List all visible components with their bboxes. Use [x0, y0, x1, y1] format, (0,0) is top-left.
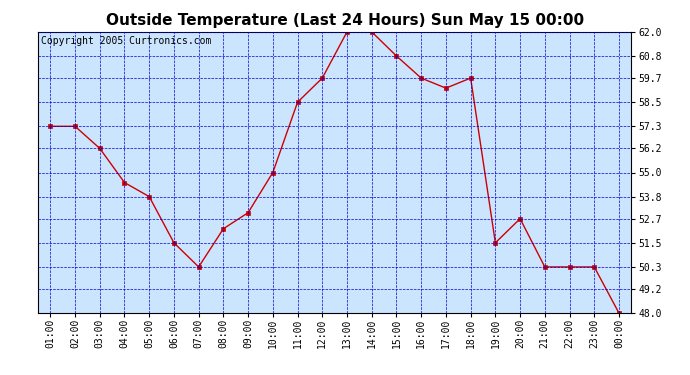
Text: Outside Temperature (Last 24 Hours) Sun May 15 00:00: Outside Temperature (Last 24 Hours) Sun … [106, 13, 584, 28]
Text: Copyright 2005 Curtronics.com: Copyright 2005 Curtronics.com [41, 36, 211, 46]
